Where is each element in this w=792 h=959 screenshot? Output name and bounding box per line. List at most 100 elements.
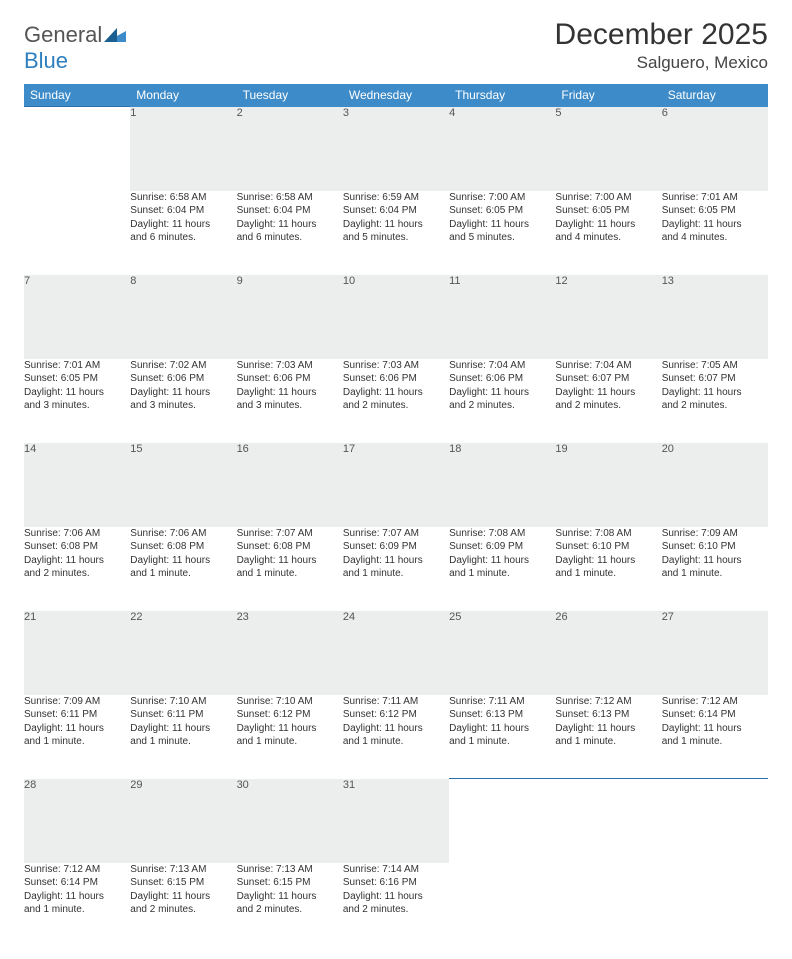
day-content-cell — [24, 191, 130, 275]
day-content-cell: Sunrise: 7:11 AMSunset: 6:12 PMDaylight:… — [343, 695, 449, 779]
logo-mark-icon — [104, 22, 126, 48]
sunset-text: Sunset: 6:04 PM — [343, 204, 449, 218]
daylight-text-1: Daylight: 11 hours — [662, 218, 768, 232]
sunset-text: Sunset: 6:11 PM — [130, 708, 236, 722]
daylight-text-2: and 1 minute. — [449, 735, 555, 749]
day-content-cell: Sunrise: 7:00 AMSunset: 6:05 PMDaylight:… — [555, 191, 661, 275]
day-number-cell: 31 — [343, 779, 449, 863]
logo-text-1: General — [24, 22, 102, 47]
daylight-text-1: Daylight: 11 hours — [662, 386, 768, 400]
sunrise-text: Sunrise: 7:01 AM — [24, 359, 130, 373]
day-content-row: Sunrise: 7:12 AMSunset: 6:14 PMDaylight:… — [24, 863, 768, 947]
day-number-cell: 21 — [24, 611, 130, 695]
daylight-text-1: Daylight: 11 hours — [130, 890, 236, 904]
day-number-cell: 29 — [130, 779, 236, 863]
sunrise-text: Sunrise: 7:13 AM — [130, 863, 236, 877]
day-content-cell: Sunrise: 7:00 AMSunset: 6:05 PMDaylight:… — [449, 191, 555, 275]
day-number-row: 14151617181920 — [24, 443, 768, 527]
daylight-text-2: and 1 minute. — [662, 735, 768, 749]
title-block: December 2025 Salguero, Mexico — [555, 18, 768, 73]
day-number-cell: 28 — [24, 779, 130, 863]
daylight-text-2: and 1 minute. — [130, 567, 236, 581]
day-content-cell: Sunrise: 7:14 AMSunset: 6:16 PMDaylight:… — [343, 863, 449, 947]
daylight-text-1: Daylight: 11 hours — [130, 218, 236, 232]
sunset-text: Sunset: 6:13 PM — [555, 708, 661, 722]
daylight-text-2: and 2 minutes. — [343, 399, 449, 413]
day-number-cell: 30 — [237, 779, 343, 863]
day-number-cell: 4 — [449, 107, 555, 191]
daylight-text-1: Daylight: 11 hours — [237, 890, 343, 904]
daylight-text-2: and 3 minutes. — [130, 399, 236, 413]
daylight-text-2: and 5 minutes. — [449, 231, 555, 245]
day-content-row: Sunrise: 7:01 AMSunset: 6:05 PMDaylight:… — [24, 359, 768, 443]
day-content-cell: Sunrise: 7:08 AMSunset: 6:09 PMDaylight:… — [449, 527, 555, 611]
daylight-text-2: and 2 minutes. — [24, 567, 130, 581]
calendar-table: SundayMondayTuesdayWednesdayThursdayFrid… — [24, 84, 768, 947]
sunset-text: Sunset: 6:06 PM — [237, 372, 343, 386]
day-content-cell: Sunrise: 7:01 AMSunset: 6:05 PMDaylight:… — [24, 359, 130, 443]
daylight-text-1: Daylight: 11 hours — [24, 890, 130, 904]
weekday-header: Sunday — [24, 84, 130, 107]
sunset-text: Sunset: 6:12 PM — [237, 708, 343, 722]
daylight-text-2: and 4 minutes. — [662, 231, 768, 245]
sunrise-text: Sunrise: 7:09 AM — [24, 695, 130, 709]
sunrise-text: Sunrise: 7:04 AM — [555, 359, 661, 373]
day-content-cell: Sunrise: 7:07 AMSunset: 6:08 PMDaylight:… — [237, 527, 343, 611]
sunset-text: Sunset: 6:05 PM — [662, 204, 768, 218]
daylight-text-1: Daylight: 11 hours — [237, 554, 343, 568]
day-content-cell: Sunrise: 7:04 AMSunset: 6:07 PMDaylight:… — [555, 359, 661, 443]
day-number-row: 21222324252627 — [24, 611, 768, 695]
daylight-text-1: Daylight: 11 hours — [343, 722, 449, 736]
sunrise-text: Sunrise: 7:06 AM — [130, 527, 236, 541]
daylight-text-2: and 6 minutes. — [237, 231, 343, 245]
daylight-text-1: Daylight: 11 hours — [449, 554, 555, 568]
day-number-cell: 11 — [449, 275, 555, 359]
daylight-text-1: Daylight: 11 hours — [130, 722, 236, 736]
sunset-text: Sunset: 6:07 PM — [662, 372, 768, 386]
daylight-text-1: Daylight: 11 hours — [24, 554, 130, 568]
sunset-text: Sunset: 6:10 PM — [662, 540, 768, 554]
day-content-cell: Sunrise: 7:12 AMSunset: 6:14 PMDaylight:… — [662, 695, 768, 779]
sunrise-text: Sunrise: 7:09 AM — [662, 527, 768, 541]
day-number-cell: 24 — [343, 611, 449, 695]
daylight-text-2: and 1 minute. — [24, 735, 130, 749]
daylight-text-2: and 2 minutes. — [555, 399, 661, 413]
day-content-cell: Sunrise: 6:58 AMSunset: 6:04 PMDaylight:… — [130, 191, 236, 275]
sunrise-text: Sunrise: 7:03 AM — [343, 359, 449, 373]
sunset-text: Sunset: 6:14 PM — [24, 876, 130, 890]
day-number-cell: 12 — [555, 275, 661, 359]
sunset-text: Sunset: 6:05 PM — [24, 372, 130, 386]
daylight-text-1: Daylight: 11 hours — [449, 218, 555, 232]
day-content-row: Sunrise: 7:06 AMSunset: 6:08 PMDaylight:… — [24, 527, 768, 611]
calendar-head: SundayMondayTuesdayWednesdayThursdayFrid… — [24, 84, 768, 107]
sunrise-text: Sunrise: 7:00 AM — [449, 191, 555, 205]
day-number-row: 123456 — [24, 107, 768, 191]
day-number-cell: 15 — [130, 443, 236, 527]
day-content-cell: Sunrise: 6:59 AMSunset: 6:04 PMDaylight:… — [343, 191, 449, 275]
day-number-cell: 6 — [662, 107, 768, 191]
daylight-text-2: and 2 minutes. — [343, 903, 449, 917]
day-number-row: 28293031 — [24, 779, 768, 863]
sunrise-text: Sunrise: 7:00 AM — [555, 191, 661, 205]
sunset-text: Sunset: 6:09 PM — [343, 540, 449, 554]
weekday-header: Tuesday — [237, 84, 343, 107]
day-number-cell: 1 — [130, 107, 236, 191]
sunrise-text: Sunrise: 7:06 AM — [24, 527, 130, 541]
weekday-header: Thursday — [449, 84, 555, 107]
weekday-header: Monday — [130, 84, 236, 107]
daylight-text-1: Daylight: 11 hours — [343, 554, 449, 568]
sunrise-text: Sunrise: 7:10 AM — [237, 695, 343, 709]
day-number-cell: 9 — [237, 275, 343, 359]
sunset-text: Sunset: 6:04 PM — [237, 204, 343, 218]
daylight-text-1: Daylight: 11 hours — [24, 386, 130, 400]
daylight-text-2: and 1 minute. — [130, 735, 236, 749]
day-content-cell: Sunrise: 7:13 AMSunset: 6:15 PMDaylight:… — [237, 863, 343, 947]
day-content-cell: Sunrise: 7:03 AMSunset: 6:06 PMDaylight:… — [237, 359, 343, 443]
day-number-cell — [662, 779, 768, 863]
day-number-cell: 17 — [343, 443, 449, 527]
daylight-text-2: and 2 minutes. — [662, 399, 768, 413]
sunset-text: Sunset: 6:12 PM — [343, 708, 449, 722]
day-content-cell: Sunrise: 7:06 AMSunset: 6:08 PMDaylight:… — [130, 527, 236, 611]
day-number-cell: 8 — [130, 275, 236, 359]
day-number-cell: 18 — [449, 443, 555, 527]
